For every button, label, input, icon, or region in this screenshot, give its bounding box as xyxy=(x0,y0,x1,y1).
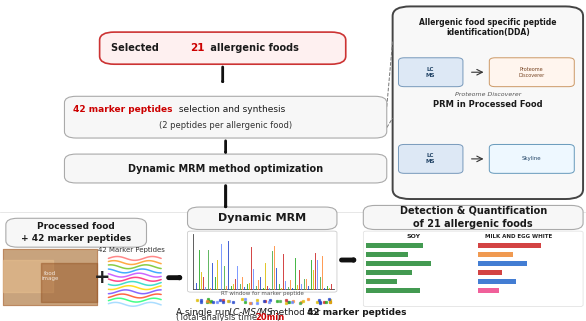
Text: Proteome Discoverer: Proteome Discoverer xyxy=(455,92,521,97)
Text: Processed food
+ 42 marker peptides: Processed food + 42 marker peptides xyxy=(21,222,131,243)
FancyBboxPatch shape xyxy=(188,207,337,230)
Text: Skyline: Skyline xyxy=(522,156,541,161)
FancyBboxPatch shape xyxy=(64,154,387,183)
FancyBboxPatch shape xyxy=(489,58,574,87)
Text: ): ) xyxy=(277,313,280,321)
Text: 21: 21 xyxy=(190,43,205,53)
FancyBboxPatch shape xyxy=(398,144,463,173)
Bar xyxy=(366,270,412,275)
Bar xyxy=(478,252,513,257)
Text: PRM in Processed Food: PRM in Processed Food xyxy=(433,100,543,109)
FancyBboxPatch shape xyxy=(6,218,146,247)
FancyBboxPatch shape xyxy=(489,144,574,173)
Text: RT window for marker peptide: RT window for marker peptide xyxy=(221,291,304,296)
Text: +: + xyxy=(94,268,111,287)
Text: 20min: 20min xyxy=(255,313,284,321)
Bar xyxy=(478,243,541,248)
Text: selection and synthesis: selection and synthesis xyxy=(176,105,285,114)
FancyBboxPatch shape xyxy=(64,96,387,138)
Text: allergenic foods: allergenic foods xyxy=(207,43,299,53)
Bar xyxy=(478,279,516,284)
Text: 42 Marker Peptides: 42 Marker Peptides xyxy=(98,247,165,253)
Bar xyxy=(366,252,408,257)
FancyBboxPatch shape xyxy=(363,231,583,307)
Text: SOY: SOY xyxy=(406,234,420,239)
Bar xyxy=(478,288,499,293)
Text: Dynamic MRM: Dynamic MRM xyxy=(218,213,306,223)
Text: Detection & Quantification
of 21 allergenic foods: Detection & Quantification of 21 allerge… xyxy=(400,206,547,229)
Text: Dynamic MRM method optimization: Dynamic MRM method optimization xyxy=(128,163,323,174)
FancyBboxPatch shape xyxy=(188,231,337,292)
FancyBboxPatch shape xyxy=(3,249,97,305)
Text: Proteome
Discoverer: Proteome Discoverer xyxy=(519,67,544,78)
Text: MILK AND EGG WHITE: MILK AND EGG WHITE xyxy=(485,234,552,239)
Text: Allergenic food specific peptide: Allergenic food specific peptide xyxy=(419,18,557,27)
Text: method for: method for xyxy=(267,308,323,317)
Text: food
image: food image xyxy=(41,271,59,282)
FancyBboxPatch shape xyxy=(100,32,346,64)
FancyBboxPatch shape xyxy=(398,58,463,87)
Bar xyxy=(478,270,502,275)
FancyBboxPatch shape xyxy=(363,205,583,230)
Bar xyxy=(478,261,527,266)
Text: LC
MS: LC MS xyxy=(426,67,435,78)
Text: LC-MS/MS: LC-MS/MS xyxy=(229,308,273,317)
Bar xyxy=(366,261,431,266)
Text: (Total analysis time:: (Total analysis time: xyxy=(176,313,263,321)
Bar xyxy=(366,279,397,284)
Bar xyxy=(366,243,423,248)
Text: 42 marker peptides: 42 marker peptides xyxy=(73,105,173,114)
Text: LC
MS: LC MS xyxy=(426,153,435,164)
Text: identification(DDA): identification(DDA) xyxy=(446,28,530,37)
Text: Selected: Selected xyxy=(111,43,162,53)
Text: A single run: A single run xyxy=(176,308,233,317)
FancyBboxPatch shape xyxy=(393,6,583,199)
Text: 42 marker peptides: 42 marker peptides xyxy=(307,308,407,317)
Text: (2 peptides per allergenic food): (2 peptides per allergenic food) xyxy=(159,121,292,130)
Bar xyxy=(366,288,420,293)
